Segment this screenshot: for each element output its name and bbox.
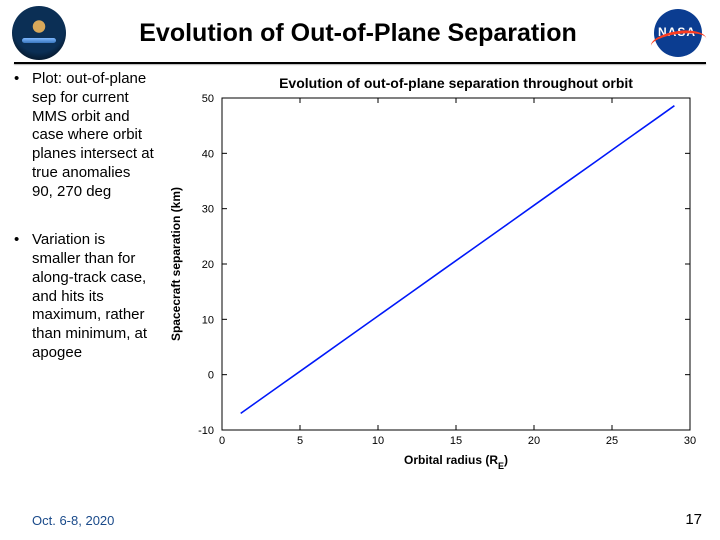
svg-text:20: 20 (527, 435, 539, 447)
svg-text:40: 40 (201, 148, 213, 160)
bullet-text: Variation is smaller than for along-trac… (32, 231, 154, 362)
bullet-item: • Variation is smaller than for along-tr… (14, 231, 154, 362)
svg-text:0: 0 (218, 435, 224, 447)
separation-chart: 0 5 10 15 20 25 30 -10 0 10 20 30 40 50 Evolution of o… (160, 70, 705, 480)
mms-logo (12, 6, 66, 60)
nasa-logo: NASA (650, 9, 706, 57)
svg-text:Orbital radius (RE): Orbital radius (RE) (403, 453, 507, 471)
page-number: 17 (685, 511, 702, 528)
footer-date: Oct. 6-8, 2020 (32, 513, 114, 528)
header-rule (14, 62, 706, 64)
bullet-item: • Plot: out-of-plane sep for current MMS… (14, 70, 154, 201)
svg-text:30: 30 (201, 204, 213, 216)
svg-text:25: 25 (605, 435, 617, 447)
svg-text:0: 0 (207, 370, 213, 382)
bullet-list: • Plot: out-of-plane sep for current MMS… (14, 70, 154, 480)
svg-text:20: 20 (201, 259, 213, 271)
svg-text:50: 50 (201, 93, 213, 105)
svg-text:15: 15 (449, 435, 461, 447)
slide-title: Evolution of Out-of-Plane Separation (66, 19, 650, 48)
svg-text:10: 10 (201, 314, 213, 326)
svg-text:Spacecraft separation (km): Spacecraft separation (km) (169, 187, 183, 341)
svg-text:10: 10 (371, 435, 383, 447)
svg-text:5: 5 (296, 435, 302, 447)
svg-text:30: 30 (683, 435, 695, 447)
bullet-text: Plot: out-of-plane sep for current MMS o… (32, 70, 154, 201)
svg-text:-10: -10 (198, 425, 214, 437)
svg-text:Evolution of out-of-plane sepa: Evolution of out-of-plane separation thr… (279, 75, 633, 91)
